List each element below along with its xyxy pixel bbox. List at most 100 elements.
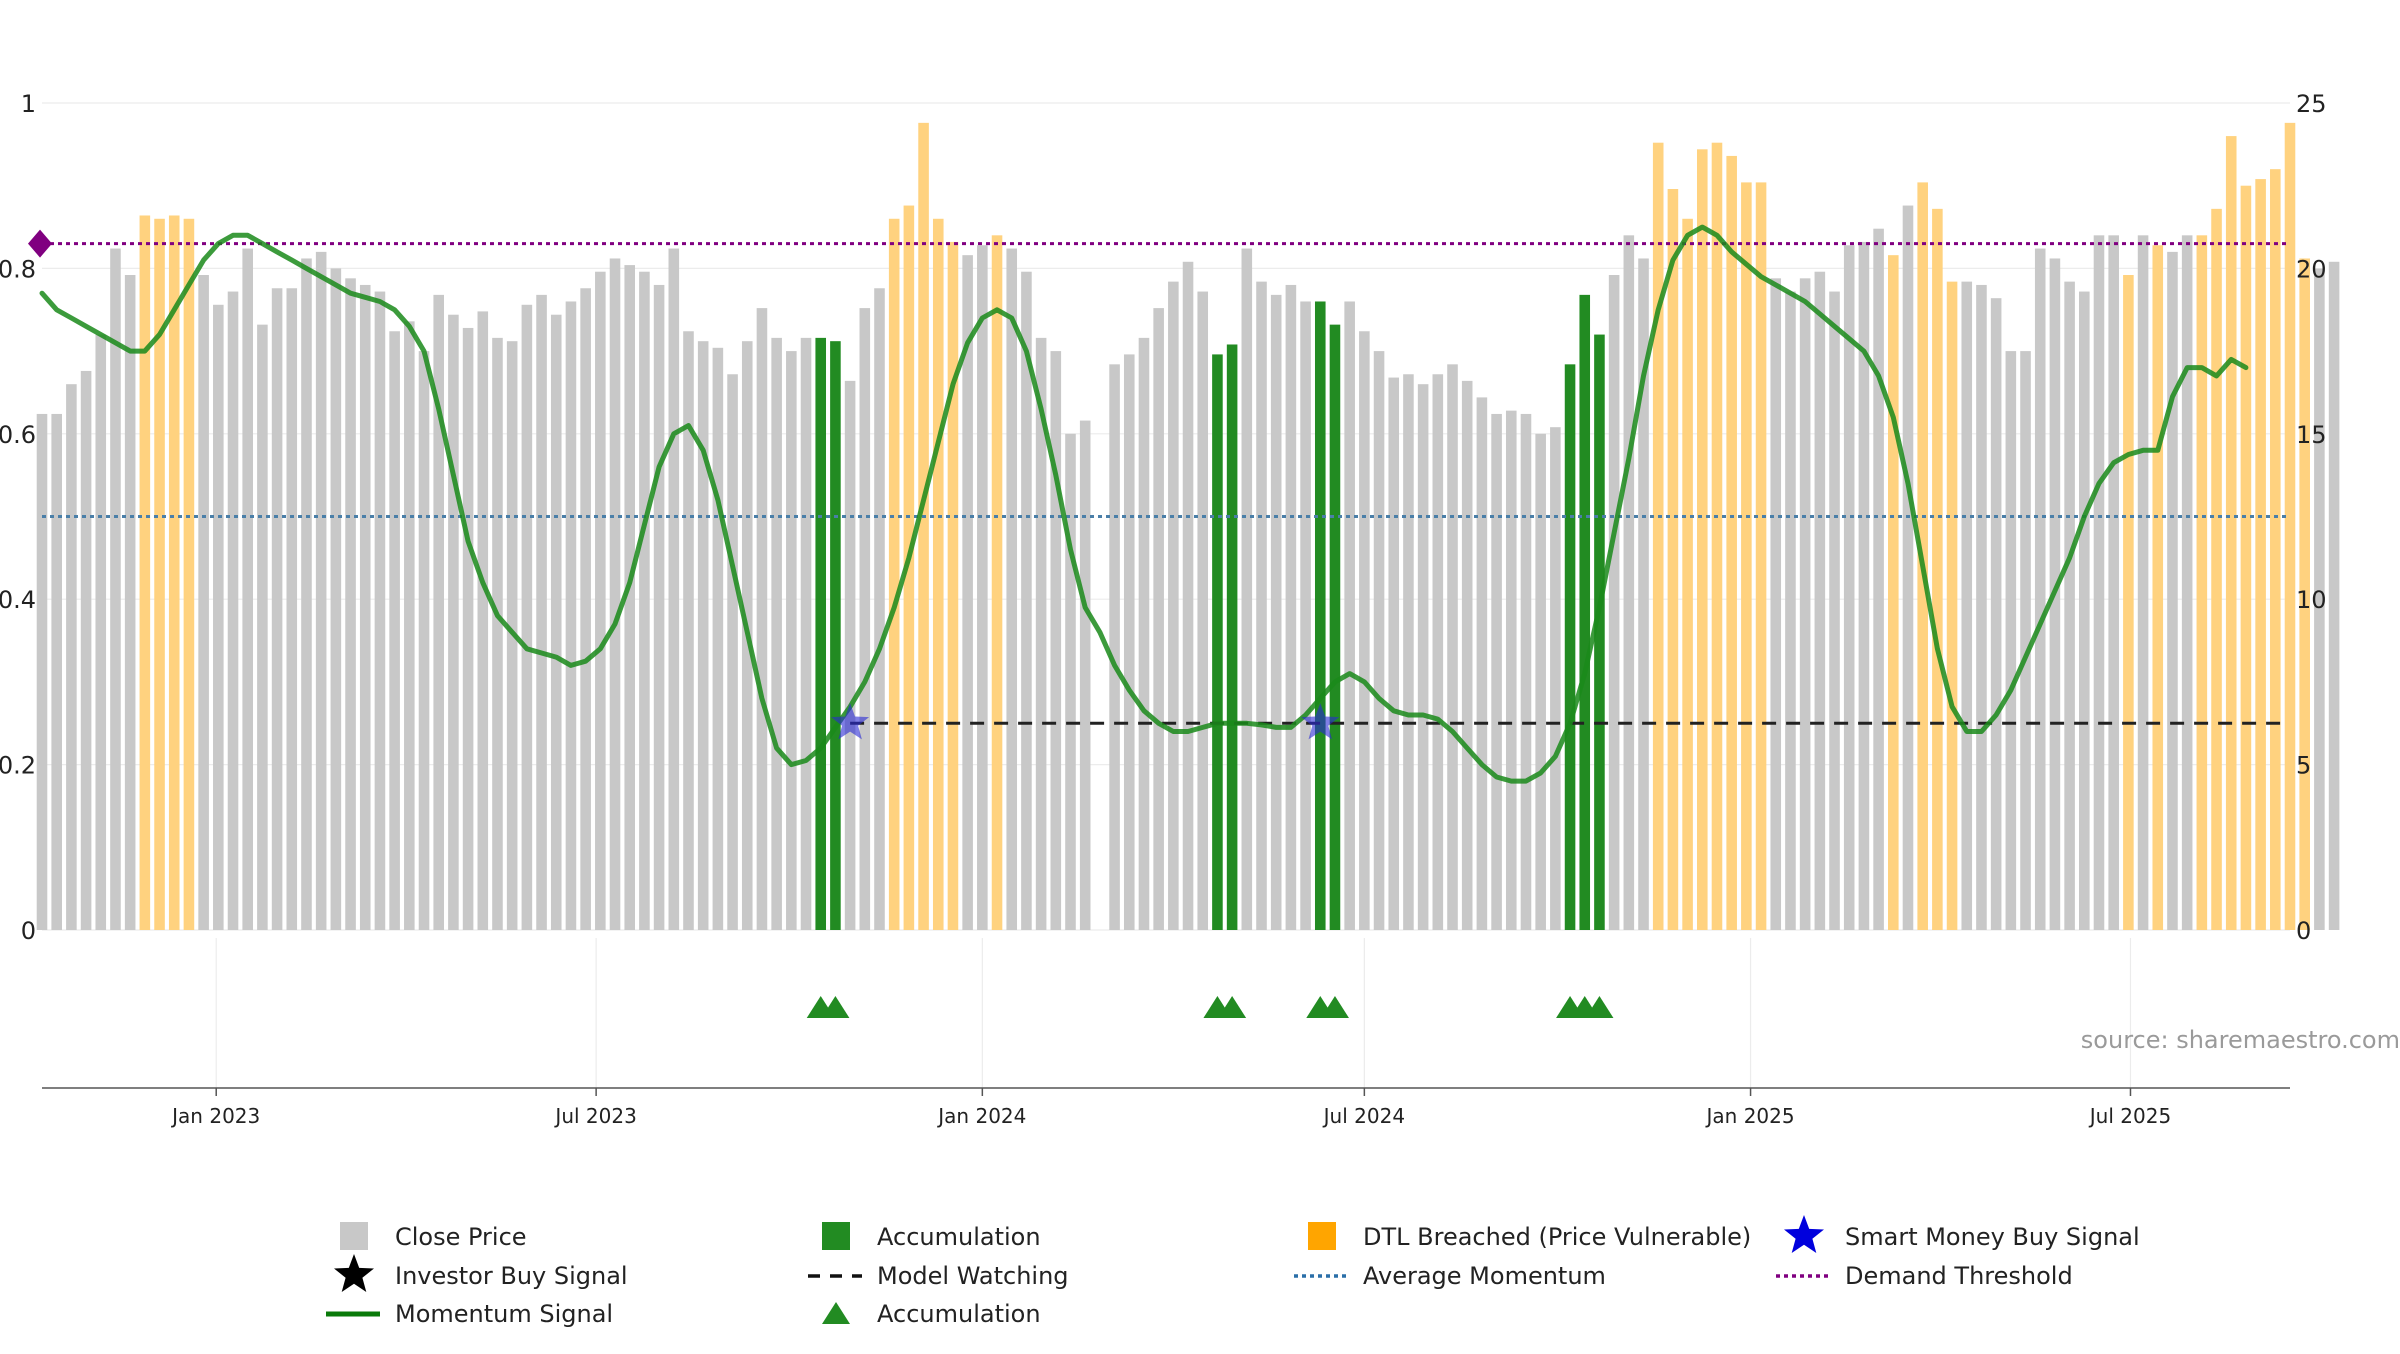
close-price-bar [1109,364,1120,930]
close-price-bar [2137,235,2149,930]
accumulation-bar [1594,334,1605,930]
dtl-breached-bar [168,215,180,931]
grid-layer [42,102,2290,1088]
close-price-bar [2034,248,2046,930]
close-price-bar [1829,291,1840,930]
dtl-breached-bar [1696,149,1708,930]
legend-label: Momentum Signal [395,1300,613,1328]
close-price-bar [565,301,577,931]
legend-label: Model Watching [877,1262,1069,1290]
close-price-bar [1535,433,1546,930]
left-tick-label: 1 [21,90,36,118]
legend-item: Average Momentum [1294,1262,1606,1290]
close-price-bar [1432,374,1444,931]
close-price-bar [2020,351,2031,931]
close-price-bar [1403,374,1414,931]
close-price-bar [1344,301,1355,931]
close-price-bar [1182,261,1194,930]
dtl-breached-bar [1652,142,1664,931]
x-tick-label: Jan 2024 [936,1104,1026,1128]
close-price-bar [110,248,121,930]
dtl-breached-bar [1711,142,1723,931]
dtl-breached-bar [1667,189,1679,930]
close-price-bar [1388,377,1400,931]
close-price-bar [36,413,48,930]
dtl-breached-bar [2152,245,2164,930]
legend-item: Accumulation [822,1300,1041,1328]
close-price-bar [771,337,782,930]
close-price-bar [315,251,327,931]
dtl-breached-bar [2225,136,2237,930]
dtl-breached-bar [903,205,915,931]
momentum-layer [39,224,2249,784]
close-price-bar [1491,413,1502,930]
left-tick-label: 0.8 [0,255,36,283]
close-price-bar [1623,235,1635,930]
close-price-bar [727,374,738,931]
close-price-bar [271,288,283,930]
close-price-bar [580,288,591,930]
dtl-breached-bar [2240,185,2252,930]
close-price-bar [786,351,797,931]
close-price-bar [66,384,77,930]
close-price-bar [198,275,209,930]
close-price-bar [2181,235,2193,930]
close-price-bar [1035,337,1047,930]
close-price-bar [286,288,298,930]
accumulation-bar [1212,354,1223,931]
legend: Close Price Accumulation DTL Breached (Pri… [326,1215,2140,1328]
legend-swatch [822,1222,850,1250]
accumulation-triangle [1585,996,1614,1018]
accumulation-triangle [821,996,850,1018]
legend-label: Accumulation [877,1300,1041,1328]
close-price-bar [859,308,871,930]
accumulation-bar [830,341,841,930]
close-price-bar [1138,337,1150,930]
close-price-bar [1843,245,1855,930]
close-price-bar [345,278,356,931]
close-price-bar [462,327,474,931]
legend-label: Accumulation [877,1223,1041,1251]
close-price-bar [844,380,856,930]
legend-item: Momentum Signal [326,1300,613,1328]
close-price-bar [2314,268,2325,930]
right-tick-label: 25 [2296,90,2327,118]
close-price-bar [1050,351,1062,931]
dtl-breached-bar [1888,255,1899,931]
close-price-bar [977,245,988,930]
close-price-bar [359,284,371,930]
close-price-bar [1550,427,1561,930]
close-price-bar [639,271,650,930]
close-price-bar [1241,248,1253,930]
close-price-bar [756,308,768,930]
close-price-bar [2005,351,2017,931]
close-price-bar [448,314,459,930]
legend-item: DTL Breached (Price Vulnerable) [1308,1222,1751,1251]
close-price-bar [1976,284,1987,930]
close-price-bar [1873,228,1884,931]
legend-star-icon [1784,1215,1824,1253]
close-price-bar [1990,298,2002,930]
accumulation-bar [1329,324,1341,930]
accumulation-bar [1226,344,1238,930]
close-price-bar [477,311,489,930]
close-price-bar [1858,241,1870,930]
legend-star-icon [334,1254,374,1292]
right-tick-label: 15 [2296,421,2327,449]
dtl-breached-bar [1946,281,1958,931]
close-price-bar [668,248,680,930]
close-price-bar [609,258,621,930]
legend-swatch [340,1222,368,1250]
close-price-bar [1256,281,1267,931]
accumulation-triangle [1320,996,1349,1018]
x-tick-label: Jul 2024 [1322,1104,1405,1128]
dtl-breached-bar [139,215,151,931]
dtl-breached-bar [1682,218,1693,930]
right-tick-label: 0 [2296,917,2311,945]
close-price-bar [1359,331,1370,930]
dtl-breached-bar [1755,182,1767,931]
legend-label: Close Price [395,1223,527,1251]
demand-threshold-marker [28,229,52,258]
